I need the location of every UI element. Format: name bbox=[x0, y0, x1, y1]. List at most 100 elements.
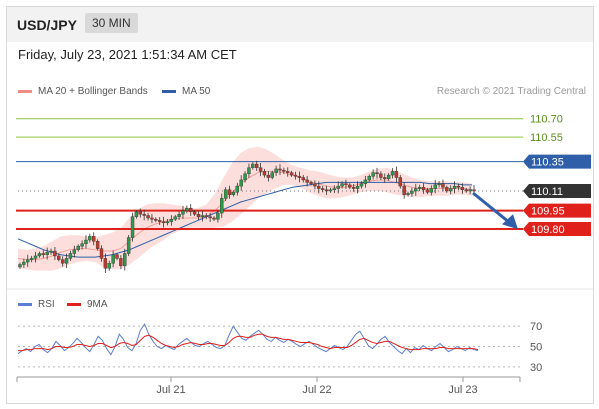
rsi-tick-label: 30 bbox=[530, 362, 542, 374]
candle-body bbox=[126, 237, 131, 254]
candle-body bbox=[460, 187, 465, 190]
candle-body bbox=[402, 185, 406, 195]
candle-body bbox=[146, 215, 150, 219]
candle-body bbox=[107, 263, 111, 269]
candle-body bbox=[456, 185, 461, 188]
legend-rsi-swatch bbox=[18, 302, 32, 306]
candle-body bbox=[293, 174, 298, 177]
candle-body bbox=[289, 172, 294, 176]
candle-body bbox=[274, 168, 278, 173]
candle-body bbox=[138, 211, 142, 215]
candle-body bbox=[37, 253, 42, 257]
projection-arrow-head bbox=[502, 214, 518, 230]
candle-body bbox=[196, 214, 201, 217]
level-label: 109.80 bbox=[531, 224, 565, 236]
timestamp: Friday, July 23, 2021 1:51:34 AM CET bbox=[18, 47, 237, 62]
candle-body bbox=[367, 176, 371, 181]
candle-body bbox=[472, 189, 476, 192]
level-label: 109.95 bbox=[531, 206, 565, 218]
candle-body bbox=[258, 167, 263, 172]
candle-body bbox=[60, 259, 65, 264]
candle-body bbox=[251, 163, 255, 168]
candle-body bbox=[239, 179, 243, 187]
legend-9ma: 9MA bbox=[67, 299, 108, 310]
ma50-line bbox=[17, 181, 472, 258]
rsi-tick-label: 50 bbox=[530, 342, 542, 354]
candle-body bbox=[33, 255, 38, 259]
candle-body bbox=[169, 218, 174, 222]
candle-body bbox=[119, 258, 123, 266]
candle-body bbox=[157, 220, 162, 222]
candle-body bbox=[235, 185, 239, 193]
candle-body bbox=[154, 218, 158, 221]
legend-ma20-label: MA 20 + Bollinger Bands bbox=[38, 86, 148, 97]
candle-body bbox=[134, 211, 139, 217]
candle-body bbox=[332, 188, 337, 190]
candle-body bbox=[297, 176, 302, 178]
candle-body bbox=[22, 261, 26, 265]
candle-body bbox=[352, 187, 356, 189]
candle-body bbox=[26, 259, 30, 263]
candle-body bbox=[68, 253, 73, 259]
candle-body bbox=[192, 211, 197, 215]
candle-body bbox=[92, 236, 96, 242]
candle-body bbox=[130, 216, 135, 238]
candle-body bbox=[111, 254, 115, 264]
candle-body bbox=[216, 212, 220, 220]
candle-body bbox=[449, 188, 453, 192]
candle-body bbox=[41, 253, 45, 255]
candle-body bbox=[57, 255, 61, 260]
candle-body bbox=[406, 193, 410, 195]
level-label: 110.11 bbox=[531, 186, 563, 198]
candle-body bbox=[95, 241, 100, 249]
candle-body bbox=[340, 183, 344, 187]
candle-body bbox=[437, 183, 441, 186]
candle-body bbox=[223, 189, 228, 199]
candle-body bbox=[429, 188, 434, 193]
rsi-tick-label: 70 bbox=[530, 321, 542, 333]
candle-body bbox=[309, 182, 313, 184]
candle-body bbox=[398, 177, 402, 187]
chart-frame bbox=[6, 6, 594, 404]
candle-body bbox=[452, 185, 457, 189]
candle-body bbox=[313, 183, 317, 187]
legend-ma50-swatch bbox=[162, 89, 176, 93]
legend-rsi: RSI bbox=[18, 299, 55, 310]
candle-body bbox=[247, 167, 251, 175]
candle-body bbox=[390, 171, 395, 176]
candle-body bbox=[468, 189, 472, 192]
candle-body bbox=[363, 179, 368, 184]
level-label: 110.35 bbox=[531, 157, 564, 169]
candle-body bbox=[410, 190, 414, 194]
credit-text: Research © 2021 Trading Central bbox=[436, 86, 586, 97]
candle-body bbox=[255, 163, 259, 168]
candle-body bbox=[445, 187, 449, 192]
candle-body bbox=[433, 184, 437, 189]
candle-body bbox=[231, 192, 236, 195]
rsi-9ma-line bbox=[18, 333, 479, 352]
x-tick-label: Jul 22 bbox=[302, 384, 331, 396]
candle-body bbox=[421, 187, 426, 190]
candle-body bbox=[76, 245, 80, 251]
candle-body bbox=[80, 243, 84, 247]
candle-body bbox=[212, 217, 216, 220]
candle-body bbox=[441, 183, 445, 188]
candle-body bbox=[49, 250, 53, 253]
timeframe-badge[interactable]: 30 MIN bbox=[85, 13, 138, 33]
candle-body bbox=[305, 179, 309, 183]
candle-body bbox=[301, 177, 305, 181]
candle-body bbox=[371, 172, 375, 177]
candle-body bbox=[278, 168, 282, 171]
candle-body bbox=[150, 217, 154, 220]
rsi-line bbox=[17, 323, 479, 356]
x-tick-label: Jul 23 bbox=[448, 384, 477, 396]
candle-body bbox=[142, 214, 146, 216]
legend-9ma-label: 9MA bbox=[87, 299, 108, 310]
candle-body bbox=[204, 215, 208, 217]
candle-body bbox=[29, 258, 34, 260]
candle-body bbox=[18, 264, 22, 268]
candle-body bbox=[375, 172, 379, 175]
candle-body bbox=[173, 216, 177, 220]
candle-body bbox=[227, 189, 232, 195]
